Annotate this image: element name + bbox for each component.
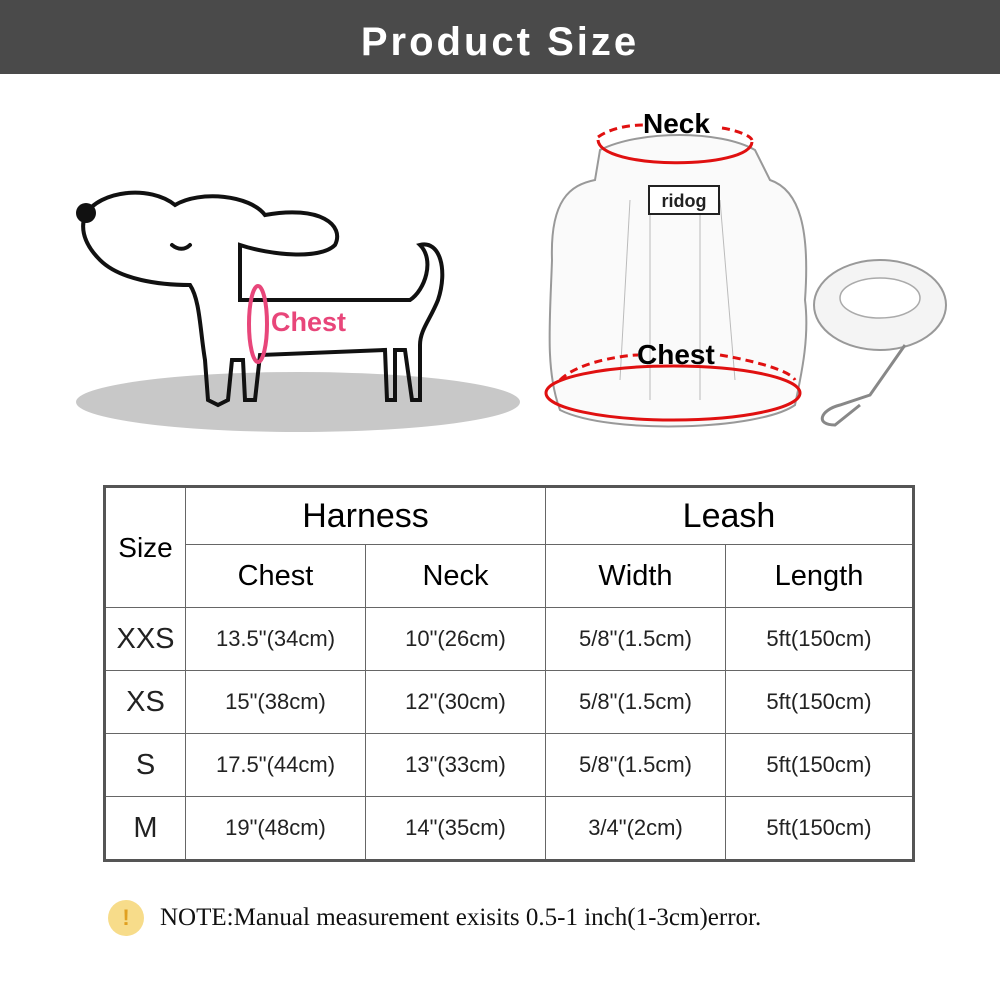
measurement-note: ! NOTE:Manual measurement exisits 0.5-1 … xyxy=(108,900,761,936)
leash-illustration xyxy=(813,259,947,427)
illustrations: ridog xyxy=(76,123,947,432)
width-header: Width xyxy=(545,544,726,608)
neck-cell: 13"(33cm) xyxy=(365,733,546,797)
dog-illustration xyxy=(76,190,520,432)
size-table: Size Harness Leash Chest Neck Width Leng… xyxy=(103,485,915,862)
size-cell: XXS xyxy=(104,607,186,671)
length-cell: 5ft(150cm) xyxy=(725,607,914,671)
chest-header: Chest xyxy=(185,544,366,608)
dog-chest-label: Chest xyxy=(271,307,347,337)
neck-cell: 12"(30cm) xyxy=(365,670,546,734)
leash-header: Leash xyxy=(545,486,914,545)
width-cell: 5/8"(1.5cm) xyxy=(545,607,726,671)
table-row: XXS 13.5"(34cm) 10"(26cm) 5/8"(1.5cm) 5f… xyxy=(104,607,914,671)
table-row: XS 15"(38cm) 12"(30cm) 5/8"(1.5cm) 5ft(1… xyxy=(104,670,914,734)
harness-illustration: ridog xyxy=(544,123,808,428)
chest-cell: 13.5"(34cm) xyxy=(185,607,366,671)
chest-cell: 19"(48cm) xyxy=(185,796,366,861)
neck-header: Neck xyxy=(365,544,546,608)
brand-logo: ridog xyxy=(662,191,707,211)
note-text: NOTE:Manual measurement exisits 0.5-1 in… xyxy=(160,904,762,931)
harness-chest-label: Chest xyxy=(637,339,715,370)
harness-neck-label: Neck xyxy=(643,108,710,139)
length-cell: 5ft(150cm) xyxy=(725,670,914,734)
harness-header: Harness xyxy=(185,486,546,545)
page-title: Product Size xyxy=(360,20,640,64)
neck-cell: 14"(35cm) xyxy=(365,796,546,861)
chest-cell: 17.5"(44cm) xyxy=(185,733,366,797)
width-cell: 5/8"(1.5cm) xyxy=(545,733,726,797)
length-cell: 5ft(150cm) xyxy=(725,733,914,797)
length-header: Length xyxy=(725,544,914,608)
size-cell: XS xyxy=(104,670,186,734)
width-cell: 3/4"(2cm) xyxy=(545,796,726,861)
table-row: S 17.5"(44cm) 13"(33cm) 5/8"(1.5cm) 5ft(… xyxy=(104,733,914,797)
neck-cell: 10"(26cm) xyxy=(365,607,546,671)
length-cell: 5ft(150cm) xyxy=(725,796,914,861)
table-row: M 19"(48cm) 14"(35cm) 3/4"(2cm) 5ft(150c… xyxy=(104,796,914,861)
width-cell: 5/8"(1.5cm) xyxy=(545,670,726,734)
chest-cell: 15"(38cm) xyxy=(185,670,366,734)
size-cell: S xyxy=(104,733,186,797)
exclamation-icon: ! xyxy=(108,900,144,936)
size-header: Size xyxy=(104,486,186,608)
size-cell: M xyxy=(104,796,186,861)
title-banner: Product Size xyxy=(0,0,1000,74)
